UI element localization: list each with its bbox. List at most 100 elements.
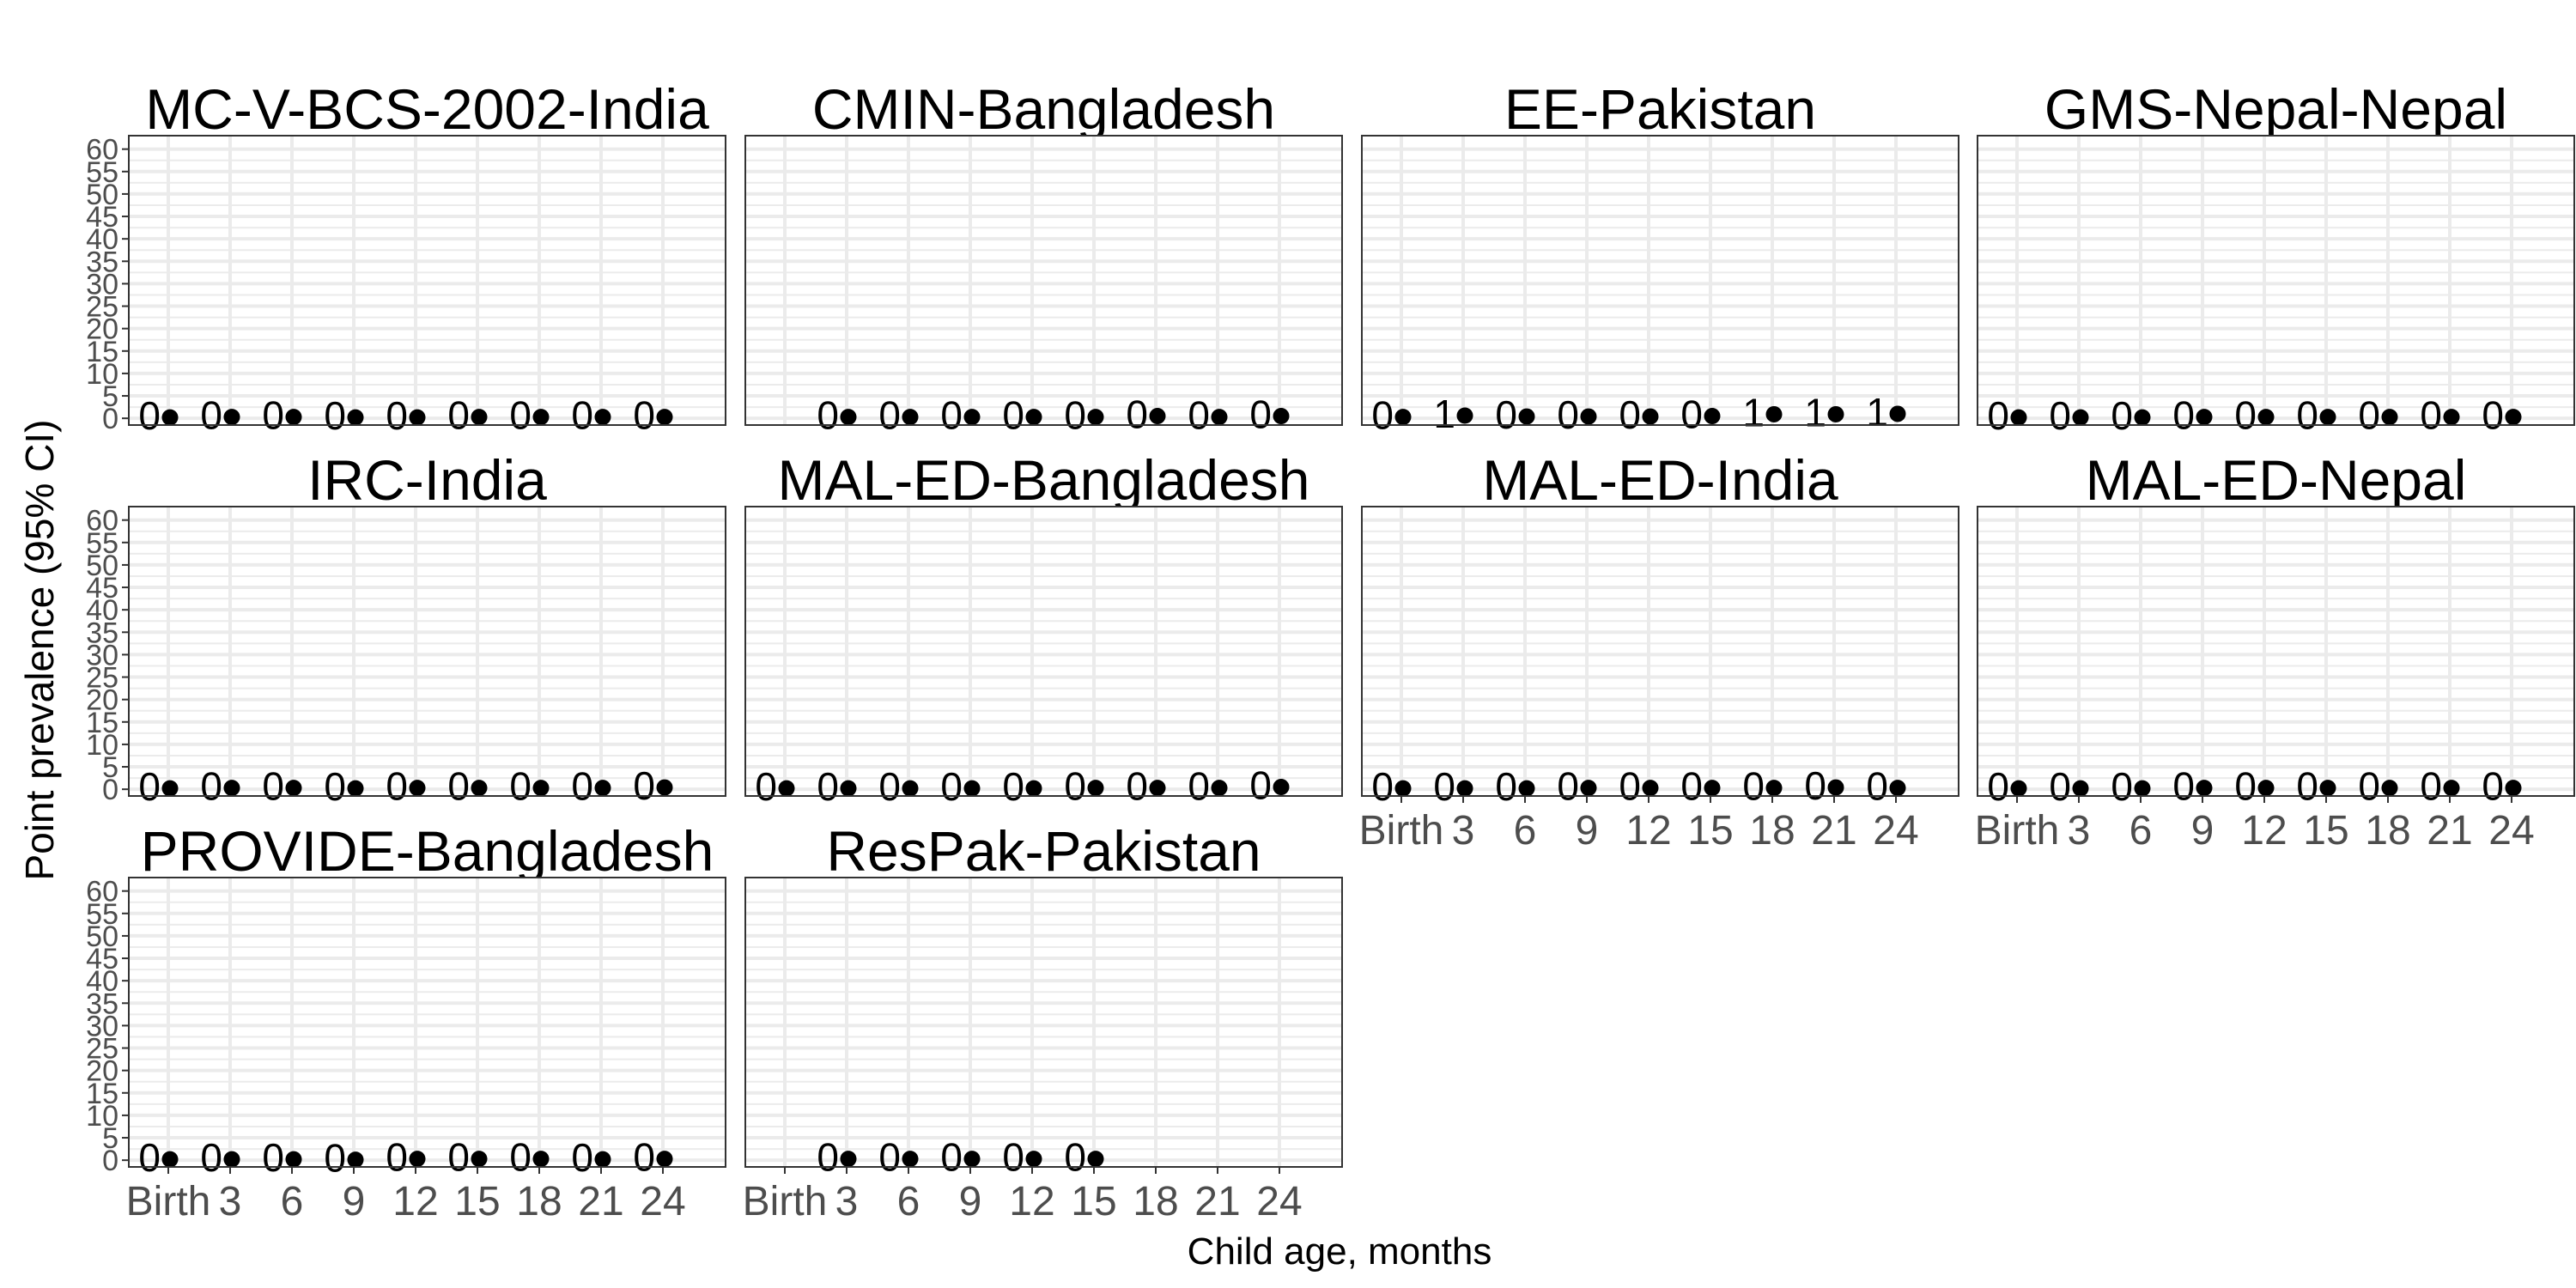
data-label: 0 — [817, 1135, 839, 1180]
data-point — [2257, 780, 2275, 797]
data-point — [2134, 780, 2151, 797]
data-point — [409, 780, 426, 797]
facet-title: GMS-Nepal-Nepal — [2044, 77, 2507, 141]
x-tick-label: 6 — [2129, 808, 2153, 854]
data-point — [2196, 780, 2213, 797]
data-point — [778, 780, 795, 797]
y-tick-label: 55 — [86, 527, 118, 560]
data-point — [1087, 1151, 1104, 1168]
panel-border — [1361, 135, 1959, 426]
x-tick-label: 9 — [343, 1179, 366, 1224]
data-point — [1273, 408, 1290, 425]
data-label: 0 — [2049, 764, 2071, 809]
data-label: 0 — [2234, 393, 2257, 438]
y-tick-label: 60 — [86, 134, 118, 167]
y-tick-label: 0 — [102, 1145, 118, 1177]
y-tick-label: 50 — [86, 179, 118, 211]
x-tick-label: 18 — [2365, 808, 2410, 854]
data-point — [471, 780, 488, 797]
data-point — [2196, 409, 2213, 426]
data-label: 0 — [1249, 763, 1272, 808]
y-tick-label: 0 — [102, 403, 118, 435]
x-tick-label: Birth — [1975, 808, 2060, 854]
data-label: 0 — [878, 1135, 901, 1180]
y-tick-label: 60 — [86, 876, 118, 908]
data-point — [656, 1151, 673, 1168]
y-tick-label: 10 — [86, 358, 118, 391]
data-point — [594, 1151, 611, 1168]
data-label: 0 — [940, 764, 963, 809]
data-label: 0 — [1680, 392, 1703, 437]
y-tick-label: 15 — [86, 1078, 118, 1110]
y-tick-label: 40 — [86, 965, 118, 998]
data-point — [223, 1151, 240, 1168]
data-point — [161, 780, 179, 797]
data-label: 0 — [2111, 393, 2133, 438]
data-label: 1 — [1866, 390, 1888, 434]
y-tick-label: 45 — [86, 201, 118, 234]
data-point — [347, 780, 364, 797]
panel-border — [1361, 506, 1959, 797]
data-point — [285, 1151, 302, 1168]
data-label: 0 — [1495, 392, 1517, 437]
data-point — [1025, 1151, 1042, 1168]
data-point — [902, 780, 919, 797]
data-point — [1642, 780, 1659, 797]
data-point — [2010, 780, 2027, 797]
x-tick-label: 3 — [835, 1179, 859, 1224]
data-point — [1025, 409, 1042, 426]
data-point — [840, 409, 857, 426]
y-tick-label: 30 — [86, 268, 118, 301]
data-label: 0 — [1371, 393, 1394, 438]
y-tick-label: 35 — [86, 987, 118, 1020]
y-tick-label: 5 — [102, 751, 118, 784]
data-point — [2319, 780, 2336, 797]
x-tick-label: 3 — [1452, 808, 1475, 854]
data-label: 0 — [1002, 393, 1024, 438]
data-label: 0 — [447, 1135, 470, 1180]
y-tick-label: 35 — [86, 617, 118, 649]
y-tick-label: 25 — [86, 1033, 118, 1066]
data-label: 0 — [509, 393, 532, 438]
data-label: 0 — [1557, 764, 1579, 809]
data-point — [1765, 780, 1783, 797]
x-tick-label: 12 — [2241, 808, 2287, 854]
data-label: 0 — [1188, 393, 1210, 438]
facet-title: MAL-ED-Nepal — [2086, 448, 2467, 512]
data-label: 0 — [1002, 1135, 1024, 1180]
data-label: 0 — [1987, 764, 2009, 809]
data-point — [1149, 408, 1166, 425]
x-tick-label: 21 — [1811, 808, 1856, 854]
data-label: 0 — [2482, 764, 2504, 809]
panel-border — [128, 135, 726, 426]
data-label: 0 — [1433, 764, 1455, 809]
y-tick-label: 55 — [86, 156, 118, 189]
x-tick-label: 3 — [2068, 808, 2091, 854]
data-label: 0 — [878, 764, 901, 809]
x-tick-label: 6 — [1514, 808, 1537, 854]
panel-border — [744, 135, 1343, 426]
data-label: 0 — [1680, 764, 1703, 809]
y-tick-label: 50 — [86, 550, 118, 582]
data-label: 1 — [1742, 390, 1765, 434]
data-label: 0 — [1371, 764, 1394, 809]
data-point — [1149, 780, 1166, 797]
data-point — [1456, 407, 1473, 424]
x-tick-label: 9 — [959, 1179, 982, 1224]
data-point — [1394, 409, 1412, 426]
data-point — [1087, 780, 1104, 797]
data-point — [161, 409, 179, 426]
data-label: 0 — [386, 764, 408, 809]
y-tick-label: 30 — [86, 1010, 118, 1042]
data-label: 0 — [1126, 392, 1148, 437]
data-label: 0 — [262, 764, 284, 809]
facet-title: MAL-ED-Bangladesh — [778, 448, 1310, 512]
data-point — [1889, 780, 1906, 797]
data-label: 0 — [1064, 1135, 1086, 1180]
data-label: 1 — [1804, 390, 1826, 434]
data-label: 0 — [1742, 764, 1765, 809]
data-point — [1273, 779, 1290, 796]
data-point — [1456, 780, 1473, 797]
data-label: 0 — [200, 393, 222, 438]
